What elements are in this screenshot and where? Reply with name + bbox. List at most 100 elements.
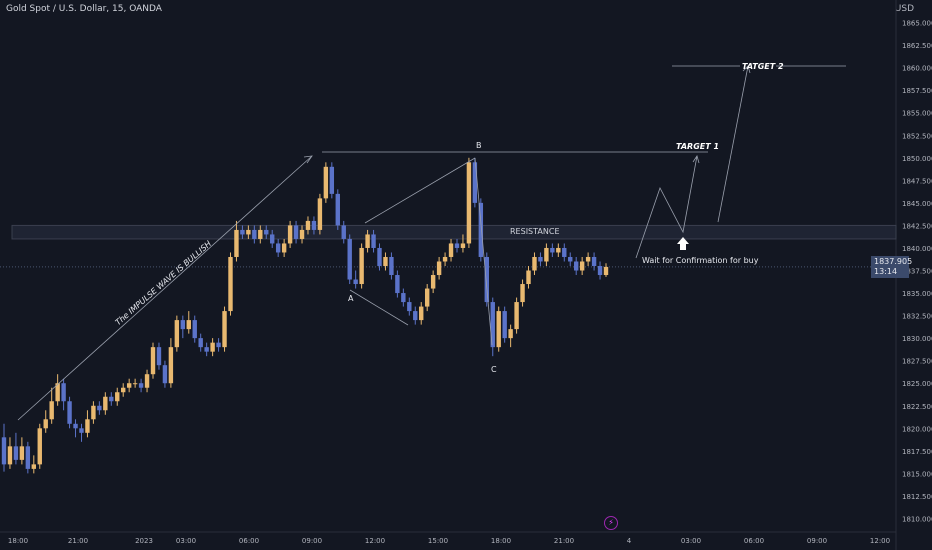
candle-body: [13, 446, 19, 460]
candle-body: [121, 387, 126, 393]
candle-body: [526, 270, 531, 285]
candle-body: [556, 247, 561, 253]
candle-body: [25, 446, 31, 469]
x-tick-label: 2023: [135, 537, 153, 545]
y-tick-label: 1820.000: [902, 425, 932, 433]
candle-body: [514, 302, 519, 330]
candle-body: [275, 243, 281, 253]
candle-body: [19, 446, 25, 460]
impulse-wave-line: [17, 155, 313, 421]
candle-body: [97, 405, 102, 411]
point-c-label: C: [491, 365, 497, 374]
candle-body: [597, 266, 603, 276]
candle-body: [585, 256, 591, 262]
candle-body: [568, 256, 573, 262]
candle-body: [156, 347, 162, 366]
candle-body: [442, 256, 448, 262]
x-tick-label: 21:00: [68, 537, 88, 545]
candle-body: [329, 166, 335, 194]
candle-body: [395, 275, 400, 294]
candle-body: [293, 225, 299, 239]
candle-body: [216, 342, 221, 348]
candle-body: [359, 247, 364, 285]
y-tick-label: 1862.500: [902, 42, 932, 50]
candle-body: [61, 383, 66, 402]
candle-body: [502, 311, 507, 339]
y-tick-label: 1810.000: [902, 515, 932, 523]
y-tick-label: 1865.000: [902, 20, 932, 28]
candle-body: [138, 383, 144, 388]
x-tick-label: 15:00: [428, 537, 448, 545]
candle-body: [490, 302, 495, 348]
resistance-zone: [11, 224, 897, 240]
candle-body: [85, 419, 90, 433]
target1-arrow-head: [692, 155, 700, 164]
candle-body: [460, 243, 466, 248]
candle-body: [91, 405, 96, 420]
candle-body: [240, 229, 245, 235]
wave-b-c-line: [474, 157, 493, 346]
y-tick-label: 1825.000: [902, 380, 932, 388]
candle-body: [228, 256, 233, 312]
y-tick-label: 1830.000: [902, 335, 932, 343]
candle-body: [550, 247, 555, 253]
x-tick-label: 18:00: [8, 537, 28, 545]
resistance-label: RESISTANCE: [510, 227, 560, 236]
y-tick-label: 1850.000: [902, 155, 932, 163]
impulse-arrow-head: [303, 155, 313, 164]
projection-target2-path: [717, 65, 749, 223]
candle-body: [544, 247, 549, 262]
candle-body: [37, 428, 42, 465]
buy-note-label: Wait for Confirmation for buy: [642, 256, 759, 265]
x-tick-label: 06:00: [744, 537, 764, 545]
candle-body: [174, 320, 180, 348]
candle-body: [222, 311, 227, 348]
bar-countdown: 13:14: [874, 267, 898, 276]
candle-body: [311, 220, 317, 230]
candle-body: [264, 229, 269, 235]
candle-body: [413, 311, 418, 321]
y-tick-label: 1815.000: [902, 470, 932, 478]
candle-body: [448, 243, 454, 257]
candle-body: [532, 256, 537, 271]
candle-body: [168, 347, 174, 384]
x-tick-label: 12:00: [870, 537, 890, 545]
y-tick-label: 1847.500: [902, 177, 932, 185]
candle-body: [126, 383, 132, 388]
candle-body: [341, 225, 346, 239]
candle-body: [573, 261, 579, 271]
y-tick-label: 1832.500: [902, 313, 932, 321]
lightning-icon[interactable]: ⚡: [604, 516, 618, 530]
currency-label: USD: [894, 4, 914, 14]
candle-body: [454, 243, 460, 248]
candle-body: [335, 193, 340, 226]
point-a-label: A: [348, 294, 354, 303]
candle-body: [210, 342, 215, 352]
candle-body: [365, 234, 370, 248]
target2-arrow-head: [742, 65, 751, 74]
candle-body: [103, 396, 108, 411]
candle-body: [186, 320, 191, 330]
y-tick-label: 1822.500: [902, 403, 932, 411]
candle-body: [79, 428, 84, 433]
candle-body: [591, 256, 597, 266]
candle-body: [484, 256, 489, 303]
candle-body: [55, 383, 60, 402]
point-b-label: B: [476, 141, 482, 150]
candle-body: [353, 279, 358, 285]
x-tick-label: 18:00: [491, 537, 511, 545]
candle-body: [67, 401, 72, 424]
x-tick-label: 4: [627, 537, 632, 545]
target1-label: TARGET 1: [676, 142, 719, 151]
candle-body: [508, 329, 513, 339]
x-tick-label: 03:00: [681, 537, 701, 545]
projection-path: [635, 155, 698, 259]
candle-body: [371, 234, 376, 248]
y-tick-label: 1812.500: [902, 493, 932, 501]
candle-body: [246, 229, 251, 235]
y-tick-label: 1827.500: [902, 358, 932, 366]
x-tick-label: 03:00: [176, 537, 196, 545]
candle-body: [73, 423, 78, 429]
candle-body: [258, 229, 263, 239]
